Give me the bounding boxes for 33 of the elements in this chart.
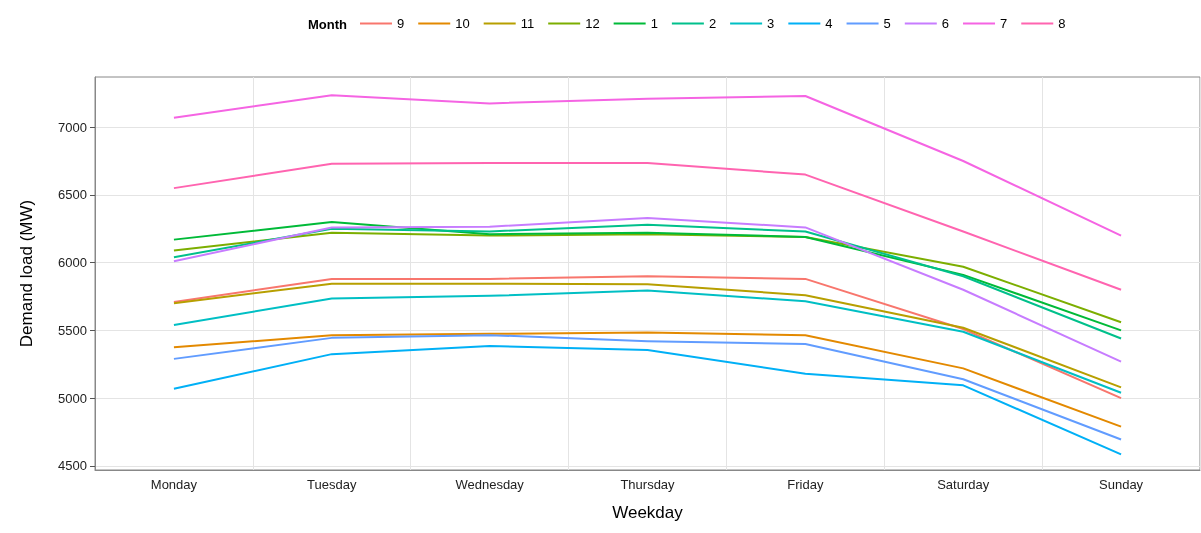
legend-label: 2 (708, 16, 717, 31)
line-series (172, 94, 1123, 237)
y-tick-label: 7000 (58, 119, 87, 135)
x-tick-label: Sunday (1099, 477, 1144, 492)
legend-label: 7 (1000, 16, 1008, 31)
x-tick-label: Friday (787, 477, 824, 492)
legend-title: Month (308, 17, 348, 32)
y-tick-label: 6000 (58, 255, 87, 271)
line-series (172, 162, 1123, 291)
legend-label: 5 (883, 16, 891, 31)
y-tick-label: 6500 (58, 187, 87, 203)
y-axis-title: Demand load (MW) (17, 199, 36, 348)
legend-label: 9 (397, 16, 405, 31)
x-tick-label: Saturday (937, 477, 990, 492)
x-tick-label: Wednesday (455, 477, 525, 492)
line-series (172, 231, 1123, 324)
line-series (172, 216, 1123, 363)
line-series (172, 345, 1123, 456)
legend-label: 11 (520, 16, 535, 31)
legend-label: 10 (455, 16, 470, 31)
legend-label: 3 (767, 16, 775, 31)
legend-label: 12 (585, 16, 600, 31)
legend-label: 8 (1058, 16, 1066, 31)
y-tick-label: 5000 (58, 390, 87, 406)
x-tick-label: Tuesday (307, 477, 357, 492)
y-tick-label: 4500 (58, 458, 87, 474)
y-tick-label: 5500 (58, 322, 87, 338)
legend-label: 1 (650, 16, 658, 31)
x-axis-title: Weekday (612, 503, 684, 522)
x-tick-label: Monday (150, 477, 198, 492)
legend-label: 6 (941, 16, 950, 31)
legend-label: 4 (825, 16, 833, 31)
x-tick-label: Thursday (620, 477, 676, 492)
